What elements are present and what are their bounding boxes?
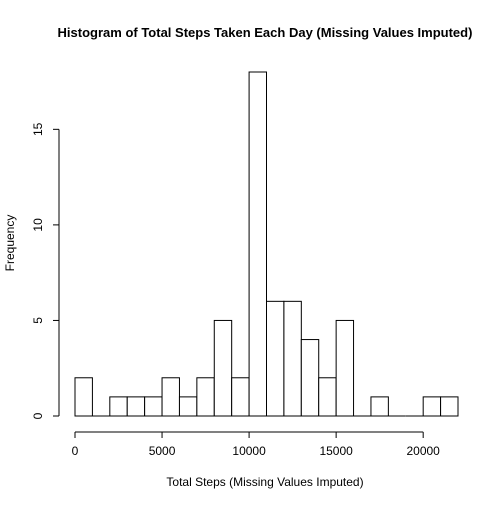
histogram-bar <box>213 319 233 417</box>
histogram-bar <box>318 377 337 417</box>
y-tick-label: 10 <box>31 218 45 232</box>
histogram-bar <box>335 319 355 417</box>
y-axis-label: Frequency <box>3 215 17 272</box>
histogram-bar <box>422 396 442 417</box>
x-tick-label: 10000 <box>232 444 266 458</box>
histogram-bar <box>178 396 198 417</box>
y-tick-label: 5 <box>31 317 45 324</box>
histogram-bar <box>248 71 268 417</box>
histogram-bar <box>266 300 285 417</box>
x-tick-label: 15000 <box>319 444 353 458</box>
histogram-bar <box>283 300 302 417</box>
x-tick-label: 20000 <box>406 444 440 458</box>
histogram-bar <box>300 339 320 417</box>
bars-group <box>74 71 459 417</box>
x-axis-label: Total Steps (Missing Values Imputed) <box>166 475 363 489</box>
histogram-bar <box>109 396 128 417</box>
x-tick-label: 0 <box>72 444 79 458</box>
histogram-bar <box>144 396 163 417</box>
histogram-bar <box>74 377 93 417</box>
chart-title: Histogram of Total Steps Taken Each Day … <box>58 25 473 40</box>
histogram-bar <box>440 396 459 417</box>
x-axis: 0 5000 10000 15000 20000 <box>72 431 440 458</box>
histogram-bar <box>161 377 180 417</box>
y-tick-label: 0 <box>31 412 45 419</box>
histogram-bar <box>196 377 215 417</box>
histogram-bar <box>231 377 250 417</box>
y-axis: 0 5 10 15 <box>31 122 60 419</box>
histogram-bar <box>370 396 389 417</box>
y-tick-label: 15 <box>31 122 45 136</box>
histogram-bar <box>126 396 146 417</box>
x-tick-label: 5000 <box>149 444 176 458</box>
